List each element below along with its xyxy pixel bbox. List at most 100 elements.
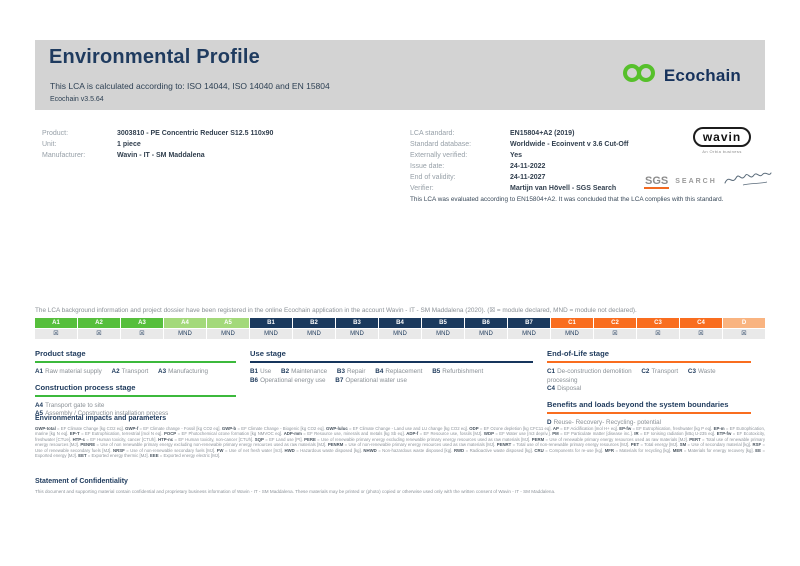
standard-database-row: Standard database: Worldwide - Ecoinvent… [410,139,629,150]
wavin-wordmark: wavin [692,127,752,147]
verifier-row: Verifier: Martijn van Hövell - SGS Searc… [410,183,616,194]
stage-column-product: Product stage A1 Raw material supply A2 Tr… [35,349,250,427]
module-status-c2: ☒ [594,329,636,339]
stage-descriptions: Product stage A1 Raw material supply A2 Tr… [35,349,765,427]
module-status-b5: MND [422,329,464,339]
stage-item-code: D [547,418,552,426]
module-header-b2: B2 [293,318,335,328]
stage-item-label: Operational water use [345,376,407,384]
lca-standard-value: EN15804+A2 (2019) [510,130,575,137]
confidentiality-heading: Statement of Confidentiality [35,478,128,485]
issue-date-value: 24-11-2022 [510,163,546,170]
use-stage-heading: Use stage [250,349,533,363]
stage-item-code: A3 [158,368,167,375]
stage-item-label: Use [260,368,272,375]
module-header-c4: C4 [680,318,722,328]
stage-item-code: B7 [335,376,344,384]
stage-item-code: C2 [641,368,650,375]
stage-item-code: B5 [432,368,441,375]
use-stage-items-line2: B6 Operational energy use B7 Operational w… [250,377,533,386]
stage-item-label: Disposal [557,385,582,392]
evaluation-note: This LCA was evaluated according to EN15… [410,196,724,203]
stage-item-code: B2 [281,368,290,375]
ecochain-infinity-icon [621,62,657,89]
stage-item-label: Operational energy use [260,376,326,384]
benefits-heading: Benefits and loads beyond the system bou… [547,400,751,414]
end-of-validity-value: 24-11-2027 [510,174,546,181]
stage-column-use: Use stage B1 Use B2 Maintenance B3 Repair B… [250,349,547,427]
module-header-a4: A4 [164,318,206,328]
manufacturer-value: Wavin - IT - SM Maddalena [117,152,205,159]
module-status-a5: MND [207,329,249,339]
stage-item-label: Replacement [385,368,423,375]
module-status-b3: MND [336,329,378,339]
page-title: Environmental Profile [49,46,260,68]
wavin-tagline: An Orbia business [702,149,742,154]
stage-column-eol: End-of-Life stage C1 De-construction demo… [547,349,765,427]
module-header-b4: B4 [379,318,421,328]
header-band: Environmental Profile This LCA is calcul… [35,40,765,110]
module-declaration-table: A1 A2 A3 A4 A5 B1 B2 B3 B4 B5 B6 B7 C1 C… [35,318,765,339]
module-status-c3: ☒ [637,329,679,339]
impacts-section: Environmental impacts and parameters GWP… [35,415,765,458]
benefits-item-d: D Reuse- Recovery- Recycling- potential [547,419,751,428]
module-status-b4: MND [379,329,421,339]
module-status-a2: ☒ [78,329,120,339]
wavin-logo: wavin An Orbia business [686,127,758,154]
stage-item-label: Transport [121,368,149,375]
product-value: 3003810 - PE Concentric Reducer S12.5 11… [117,130,274,137]
stage-item-label: Reuse- Recovery- Recycling- potential [553,418,662,426]
ecochain-logo: Ecochain [621,62,741,89]
stage-item-label: De-construction demolition [557,368,632,375]
standard-database-label: Standard database: [410,141,472,148]
stage-item-code: A4 [35,401,44,409]
module-status-c1: MND [551,329,593,339]
construction-stage-item-a4: A4 Transport gate to site [35,402,236,411]
module-header-b5: B5 [422,318,464,328]
externally-verified-label: Externally verified: [410,152,468,159]
module-header-a1: A1 [35,318,77,328]
stage-item-label: Waste processing [547,368,716,384]
module-header-d: D [723,318,765,328]
stage-item-code: B1 [250,368,259,375]
module-header-b1: B1 [250,318,292,328]
module-header-b7: B7 [508,318,550,328]
eol-stage-items-line1: C1 De-construction demolition C2 Transport… [547,368,751,385]
verifier-signature-icon [723,170,773,193]
stage-item-label: Manufacturing [168,368,209,375]
module-status-a4: MND [164,329,206,339]
eol-stage-items-line2: C4 Disposal [547,385,751,394]
module-header-c1: C1 [551,318,593,328]
confidentiality-section: Statement of Confidentiality This docume… [35,478,765,495]
manufacturer-label: Manufacturer: [42,152,86,159]
module-header-a2: A2 [78,318,120,328]
stage-item-label: Repair [346,368,366,375]
verifier-value: Martijn van Hövell - SGS Search [510,185,617,192]
module-status-d: ☒ [723,329,765,339]
unit-row: Unit: 1 piece [42,139,141,150]
standard-database-value: Worldwide - Ecoinvent v 3.6 Cut-Off [510,141,629,148]
sgs-search-wordmark: SEARCH [675,178,717,185]
module-status-a3: ☒ [121,329,163,339]
unit-value: 1 piece [117,141,141,148]
lca-standard-row: LCA standard: EN15804+A2 (2019) [410,128,574,139]
lca-standard-label: LCA standard: [410,130,455,137]
module-header-a3: A3 [121,318,163,328]
stage-item-code: C1 [547,368,556,375]
module-header-c2: C2 [594,318,636,328]
issue-date-row: Issue date: 24-11-2022 [410,161,545,172]
module-status-b7: MND [508,329,550,339]
module-status-c4: ☒ [680,329,722,339]
stage-item-code: C3 [687,368,696,375]
verifier-label: Verifier: [410,185,434,192]
stage-item-code: C4 [547,385,556,392]
externally-verified-row: Externally verified: Yes [410,150,522,161]
module-status-a1: ☒ [35,329,77,339]
stage-item-code: A1 [35,368,44,375]
stage-item-label: Maintenance [291,368,328,375]
confidentiality-text: This document and supporting material co… [35,489,556,494]
end-of-validity-label: End of validity: [410,174,456,181]
product-row: Product: 3003810 - PE Concentric Reducer… [42,128,273,139]
stage-item-code: B4 [375,368,384,375]
